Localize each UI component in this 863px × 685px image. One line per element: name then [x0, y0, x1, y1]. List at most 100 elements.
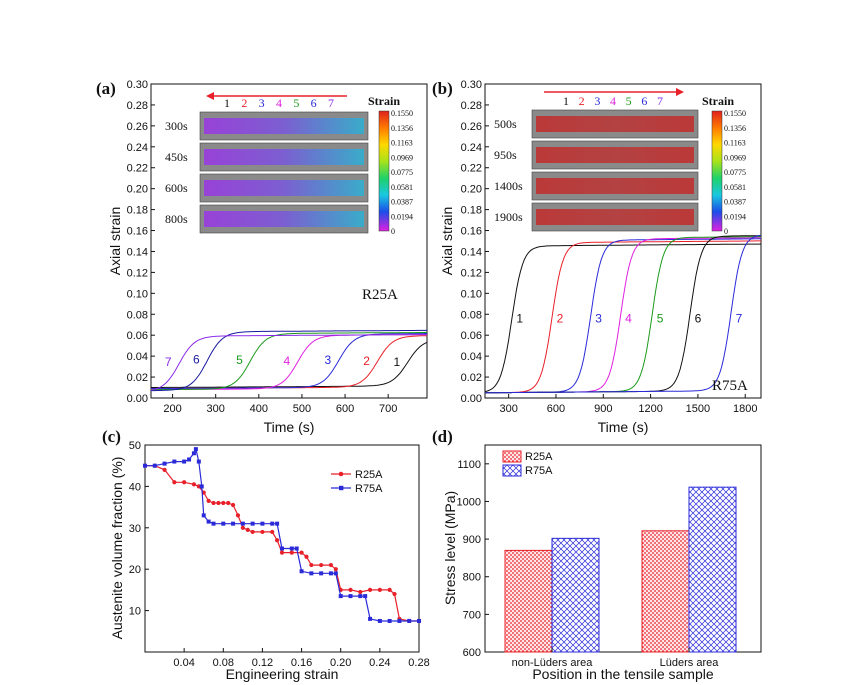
- series-R75A-point: [328, 571, 333, 576]
- y-tick-label: 0.28: [127, 100, 148, 112]
- series-R75A-point: [338, 594, 343, 599]
- series-R25A-point: [367, 587, 373, 593]
- panel-a-x-axis: 200 300 400 500 600 700: [163, 394, 397, 415]
- panel-b-annotation: R75A: [712, 378, 748, 394]
- x-tick-label: 0.28: [408, 657, 429, 669]
- x-tick-label: 0.12: [252, 657, 273, 669]
- series-5-line: [485, 236, 761, 394]
- inset-time-label: 500s: [494, 117, 517, 131]
- series-6-line: [151, 329, 427, 392]
- y-tick-label: 0.22: [127, 163, 148, 175]
- inset-position-label: 5: [626, 94, 632, 108]
- bar-R75A-0: [551, 537, 600, 653]
- x-tick-label: 300: [499, 403, 517, 415]
- series-R25A-point: [216, 500, 221, 506]
- x-tick-label: 900: [594, 403, 612, 415]
- series-3-line: [151, 333, 427, 390]
- y-tick-label: 50: [129, 440, 141, 452]
- series-7-line: [485, 234, 762, 394]
- panel-c-label: (c): [102, 427, 121, 446]
- series-R75A-point: [368, 616, 373, 621]
- panel-c-legend: R25A R75A: [331, 469, 383, 495]
- series-R75A-point: [275, 521, 280, 526]
- panel-a-colorbar-ticks: 0.1550 0.1356 0.1163 0.0969 0.0775 0.0581 0.03…: [391, 109, 413, 236]
- x-tick-label: 300: [207, 403, 225, 415]
- y-tick-label: 0.02: [461, 372, 482, 384]
- y-tick-label: 0.00: [127, 393, 148, 405]
- inset-strip-border: [531, 140, 699, 170]
- inset-time-label: 1900s: [494, 210, 523, 224]
- legend-R25A-marker: [338, 471, 344, 477]
- series-R25A-point: [333, 567, 338, 572]
- inset-time-label: 300s: [165, 119, 188, 133]
- series-R75A-point: [299, 569, 304, 574]
- colorbar-tick-label: 0: [724, 227, 728, 236]
- series-7-line: [150, 334, 427, 391]
- series-7-label: 7: [736, 312, 743, 326]
- x-tick-label: 0.08: [213, 657, 234, 669]
- panel-a-colorbar-title: Strain: [368, 94, 400, 108]
- colorbar-tick-label: 0: [391, 227, 395, 236]
- x-tick-label: 1200: [638, 403, 662, 415]
- series-R25A-point: [211, 500, 216, 506]
- inset-time-label: 950s: [494, 148, 517, 162]
- inset-strip-field: [536, 147, 694, 163]
- panel-c-frame: [144, 444, 420, 653]
- inset-strip-border: [199, 142, 369, 172]
- panel-a-series: 1 2 3 4 5 6 7: [150, 329, 428, 392]
- series-R25A-point: [304, 554, 309, 559]
- panel-d-y-axis-label: Stress level (MPa): [442, 491, 458, 605]
- inset-time-label: 450s: [165, 150, 188, 164]
- colorbar-tick-label: 0.0969: [391, 153, 413, 162]
- panel-b-label: (b): [432, 79, 453, 98]
- y-tick-label: 0.06: [461, 330, 482, 342]
- panel-c-y-axis-label: Austenite volume fraction (%): [109, 457, 125, 640]
- series-R25A-point: [328, 562, 334, 568]
- panel-d-x-axis-label: Position in the tensile sample: [532, 666, 714, 682]
- series-7-label: 7: [165, 355, 172, 369]
- y-tick-label: 1100: [457, 459, 481, 471]
- y-tick-label: 700: [463, 609, 481, 621]
- panel-b-inset-strips: 500s 950s 1400s 1900s: [494, 109, 699, 232]
- colorbar-tick-label: 0.0969: [724, 153, 746, 162]
- series-R75A-point: [211, 521, 216, 526]
- y-tick-label: 0.14: [461, 246, 482, 258]
- colorbar-tick-label: 0.0194: [724, 212, 746, 221]
- x-tick-label: 700: [379, 403, 397, 415]
- panel-a-colorbar: [378, 110, 390, 232]
- series-R25A-point: [172, 480, 177, 485]
- inset-position-label: 1: [563, 94, 569, 108]
- series-2-label: 2: [557, 312, 564, 326]
- series-R75A-point: [240, 521, 245, 526]
- legend-R75A-swatch: [502, 464, 522, 477]
- series-1-label: 1: [393, 355, 400, 369]
- legend-R75A-label: R75A: [355, 483, 383, 495]
- y-tick-label: 0.18: [127, 205, 148, 217]
- y-tick-label: 0.16: [127, 226, 148, 238]
- panel-d-label: (d): [432, 427, 453, 446]
- series-4-label: 4: [625, 312, 632, 326]
- inset-position-label: 2: [241, 96, 247, 110]
- series-1-label: 1: [516, 312, 523, 326]
- series-R75A-point: [363, 594, 368, 599]
- series-R75A-point: [187, 457, 192, 462]
- series-R25A-point: [240, 525, 245, 530]
- series-R75A-point: [260, 521, 265, 526]
- colorbar-tick-label: 0.1550: [391, 109, 413, 118]
- colorbar-tick-label: 0.1163: [724, 139, 746, 148]
- series-R75A-point: [201, 513, 206, 518]
- series-R25A-point: [299, 550, 304, 555]
- y-tick-label: 0.08: [127, 309, 148, 321]
- series-R25A-point: [309, 562, 314, 568]
- series-R75A-point: [397, 618, 402, 623]
- y-tick-label: 0.26: [127, 121, 148, 133]
- panel-b: (b) 0.00 0.02 0.04 0.06 0.08 0.10 0.12 0.14 0.16…: [432, 79, 762, 435]
- y-tick-label: 0.06: [127, 330, 148, 342]
- colorbar-tick-label: 0.0775: [724, 168, 746, 177]
- panel-d: (d) 600 700 800 900 1000 1100 non-Lüders area…: [432, 427, 762, 682]
- x-tick-label: 600: [336, 403, 354, 415]
- y-tick-label: 0.10: [127, 288, 148, 300]
- series-5-line: [151, 332, 427, 391]
- inset-strip-field: [204, 211, 364, 227]
- series-R75A-point: [196, 459, 201, 464]
